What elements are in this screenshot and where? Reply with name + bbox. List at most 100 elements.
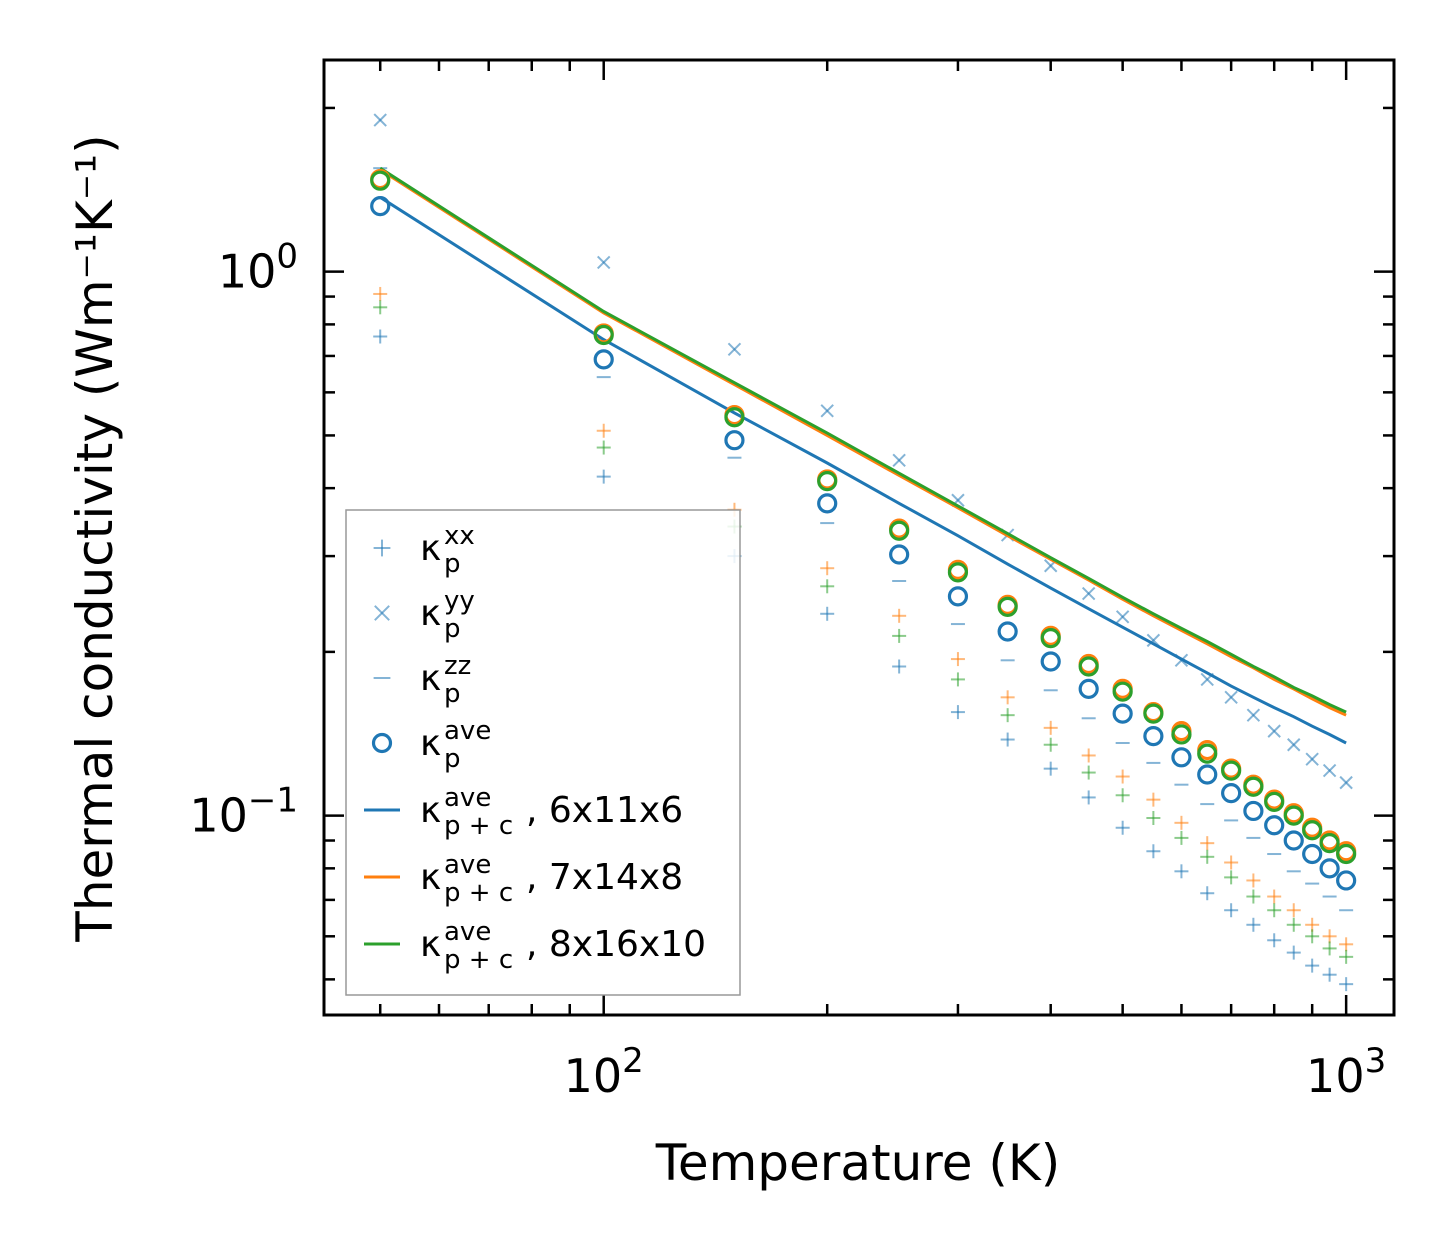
data-point-kxx_green-850 bbox=[1286, 917, 1301, 932]
data-point-kxx_green-900 bbox=[1305, 929, 1320, 944]
data-point-kave_green-550 bbox=[1143, 703, 1164, 724]
data-point-kave_blue-100 bbox=[593, 349, 614, 370]
legend-item-2: κ yyp bbox=[374, 586, 475, 644]
series-kzz bbox=[373, 167, 1354, 912]
data-point-kxx_orange-200 bbox=[820, 561, 835, 576]
data-point-kxx_orange-750 bbox=[1246, 873, 1261, 888]
y-tick-label-0.1: 10−1 bbox=[189, 781, 298, 843]
data-point-kxx_blue-50 bbox=[373, 329, 388, 344]
data-point-kxx_orange-700 bbox=[1224, 855, 1239, 870]
legend-superscript: ave bbox=[444, 917, 491, 947]
data-point-kave_green-700 bbox=[1221, 760, 1242, 781]
legend-label: , 8x16x10 bbox=[526, 924, 706, 965]
series-kave_blue bbox=[370, 195, 1357, 891]
data-point-kxx_green-950 bbox=[1322, 941, 1337, 956]
data-point-kxx_orange-1000 bbox=[1339, 937, 1354, 952]
data-point-kxx_blue-600 bbox=[1174, 864, 1189, 879]
data-point-kave_blue-500 bbox=[1112, 703, 1133, 724]
data-point-kave_blue-1000 bbox=[1336, 870, 1357, 891]
data-point-kxx_green-350 bbox=[1000, 708, 1015, 723]
data-point-kave_green-900 bbox=[1302, 820, 1323, 841]
data-point-kxx_blue-300 bbox=[950, 705, 965, 720]
x-tick-label-100: 102 bbox=[564, 1041, 644, 1103]
data-point-kave_blue-900 bbox=[1302, 843, 1323, 865]
legend-box bbox=[345, 509, 741, 996]
x-tick-label-1000: 103 bbox=[1306, 1041, 1386, 1103]
data-point-kxx_orange-400 bbox=[1043, 720, 1058, 735]
data-point-kyy-250 bbox=[892, 453, 906, 468]
data-point-kxx_green-800 bbox=[1267, 903, 1282, 918]
data-point-kxx_green-550 bbox=[1146, 811, 1161, 826]
data-point-kxx_blue-900 bbox=[1305, 958, 1320, 973]
legend-symbol: κ bbox=[420, 658, 441, 699]
data-point-kxx_orange-350 bbox=[1000, 690, 1015, 705]
data-point-kxx_green-300 bbox=[950, 672, 965, 687]
data-point-kave_green-800 bbox=[1264, 791, 1285, 812]
data-point-kave_green-450 bbox=[1078, 656, 1099, 677]
data-point-kave_blue-650 bbox=[1197, 764, 1218, 785]
legend-subscript: p bbox=[444, 744, 461, 774]
legend-marker bbox=[373, 539, 391, 557]
data-point-kxx_green-100 bbox=[596, 440, 611, 455]
data-point-kxx_blue-850 bbox=[1286, 945, 1301, 960]
data-point-kave_blue-950 bbox=[1319, 858, 1340, 879]
data-point-kxx_blue-400 bbox=[1043, 761, 1058, 776]
data-point-kxx_green-450 bbox=[1081, 765, 1096, 780]
legend-superscript: ave bbox=[444, 716, 491, 746]
data-point-kyy-900 bbox=[1305, 752, 1319, 766]
data-point-kxx_blue-800 bbox=[1267, 933, 1282, 948]
plot-area bbox=[370, 113, 1357, 992]
data-layer bbox=[370, 113, 1357, 992]
legend-superscript: ave bbox=[444, 783, 491, 813]
data-point-kave_green-300 bbox=[947, 562, 969, 583]
data-point-kyy-500 bbox=[1115, 610, 1130, 624]
data-point-kxx_blue-500 bbox=[1115, 820, 1130, 835]
legend-superscript: yy bbox=[444, 586, 475, 616]
data-point-kave_blue-350 bbox=[997, 621, 1018, 642]
plot-frame bbox=[322, 58, 1396, 1017]
data-point-kyy-450 bbox=[1081, 586, 1096, 601]
data-point-kave_blue-750 bbox=[1243, 800, 1264, 822]
data-point-kave_green-50 bbox=[370, 170, 391, 191]
data-point-kxx_blue-250 bbox=[892, 659, 907, 674]
data-point-kxx_orange-600 bbox=[1174, 815, 1189, 830]
data-point-kxx_blue-450 bbox=[1081, 790, 1096, 805]
data-point-kxx_orange-250 bbox=[892, 608, 907, 623]
data-point-kyy-100 bbox=[597, 255, 611, 270]
data-point-kxx_orange-950 bbox=[1322, 929, 1337, 944]
data-point-kave_blue-450 bbox=[1078, 678, 1099, 699]
legend-symbol: κ bbox=[420, 723, 441, 764]
data-point-kave_blue-550 bbox=[1143, 726, 1164, 747]
data-point-kave_blue-600 bbox=[1171, 747, 1192, 768]
legend-symbol: κ bbox=[420, 857, 441, 898]
data-point-kxx_blue-950 bbox=[1322, 967, 1337, 982]
data-point-kave_green-500 bbox=[1112, 681, 1133, 702]
data-point-kxx_green-650 bbox=[1200, 849, 1215, 864]
legend-item-1: κ xxp bbox=[373, 521, 475, 579]
series-kave_green bbox=[370, 170, 1357, 865]
data-point-kave_green-250 bbox=[889, 520, 910, 541]
data-point-kave_green-150 bbox=[724, 407, 745, 428]
data-point-kave_blue-800 bbox=[1264, 815, 1285, 836]
legend-subscript: p bbox=[444, 679, 461, 709]
data-point-kxx_orange-50 bbox=[373, 286, 388, 301]
data-point-kxx_orange-650 bbox=[1200, 836, 1215, 851]
data-point-kave_green-750 bbox=[1243, 776, 1264, 797]
data-point-kyy-950 bbox=[1322, 763, 1337, 778]
data-point-kave_blue-400 bbox=[1040, 651, 1061, 672]
legend-subscript: p + c bbox=[444, 945, 513, 975]
legend-subscript: p bbox=[444, 549, 461, 579]
data-point-kave_green-1000 bbox=[1336, 843, 1357, 865]
legend-symbol: κ bbox=[420, 790, 441, 831]
data-point-kave_blue-250 bbox=[889, 544, 910, 565]
data-point-kxx_blue-700 bbox=[1224, 903, 1239, 918]
data-point-kxx_green-500 bbox=[1115, 788, 1130, 803]
data-point-kxx_green-700 bbox=[1224, 870, 1239, 885]
legend-symbol: κ bbox=[420, 924, 441, 965]
data-point-kyy-850 bbox=[1287, 738, 1301, 752]
